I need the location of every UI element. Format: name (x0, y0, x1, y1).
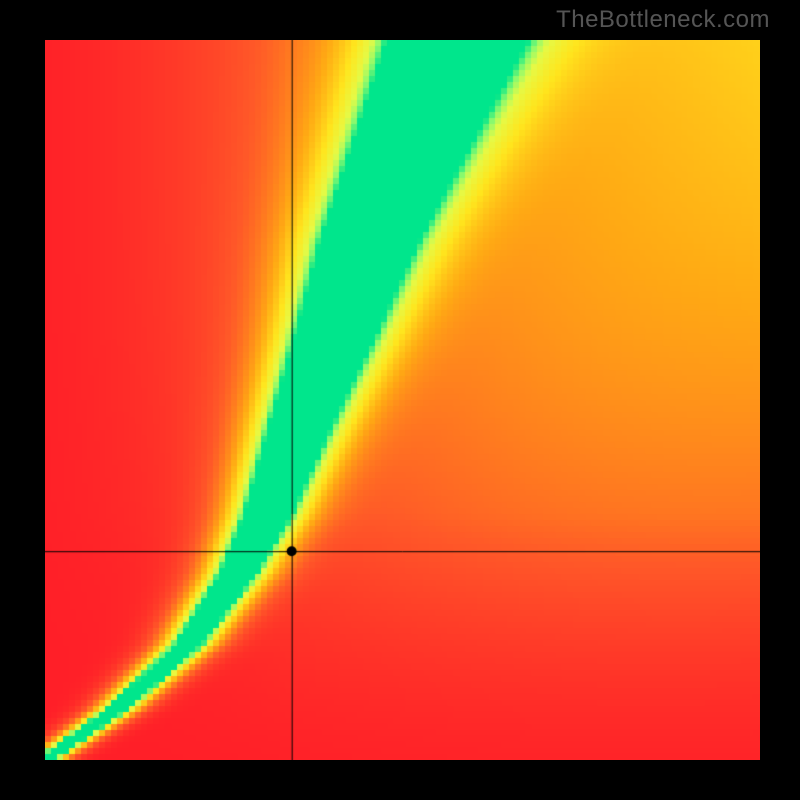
bottleneck-heatmap (45, 40, 760, 760)
watermark-text: TheBottleneck.com (556, 6, 770, 34)
